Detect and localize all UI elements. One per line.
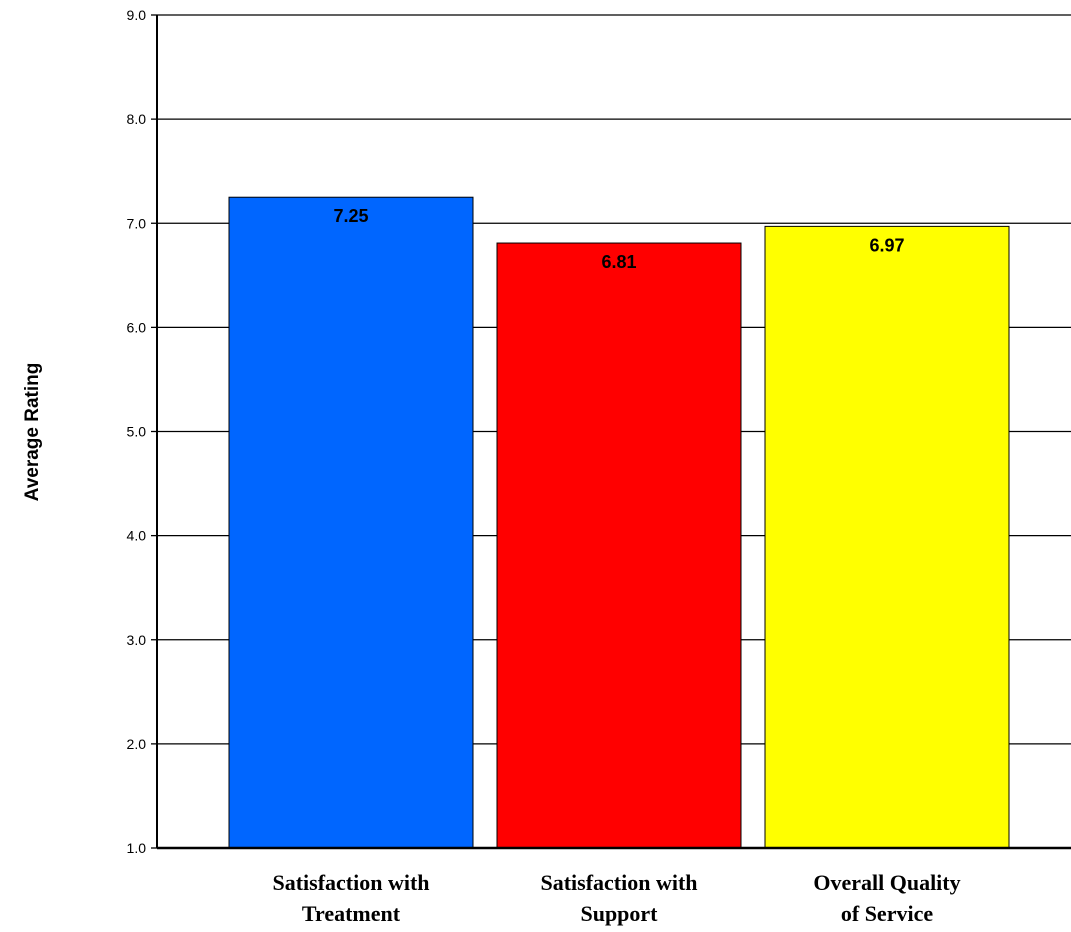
y-tick-label: 1.0 [127,840,147,856]
y-axis-label: Average Rating [22,363,43,502]
bar [764,225,1010,849]
y-tick-label: 9.0 [127,7,147,23]
data-labels: 7.25 6.81 6.97 [333,206,904,272]
category-label: Satisfaction with [272,870,429,895]
category-label: of Service [841,901,933,926]
y-tick-label: 8.0 [127,111,147,127]
category-label: Overall Quality [813,870,960,895]
bar [496,242,742,849]
data-label: 6.97 [869,235,904,255]
category-labels: Satisfaction with Treatment Satisfaction w… [272,870,960,926]
y-tick-label: 4.0 [127,528,147,544]
bars [228,196,1010,849]
category-label: Support [580,901,658,926]
y-tick-label: 5.0 [127,424,147,440]
category-label: Satisfaction with [540,870,697,895]
y-tick-labels: 1.0 2.0 3.0 4.0 5.0 6.0 7.0 8.0 9.0 [127,7,147,856]
bar [228,196,474,849]
axes [156,15,1071,850]
y-tick-label: 7.0 [127,215,147,231]
category-label: Treatment [302,901,401,926]
data-label: 6.81 [601,252,636,272]
y-tick-label: 6.0 [127,319,147,335]
y-tick-label: 3.0 [127,632,147,648]
y-tick-label: 2.0 [127,736,147,752]
data-label: 7.25 [333,206,368,226]
